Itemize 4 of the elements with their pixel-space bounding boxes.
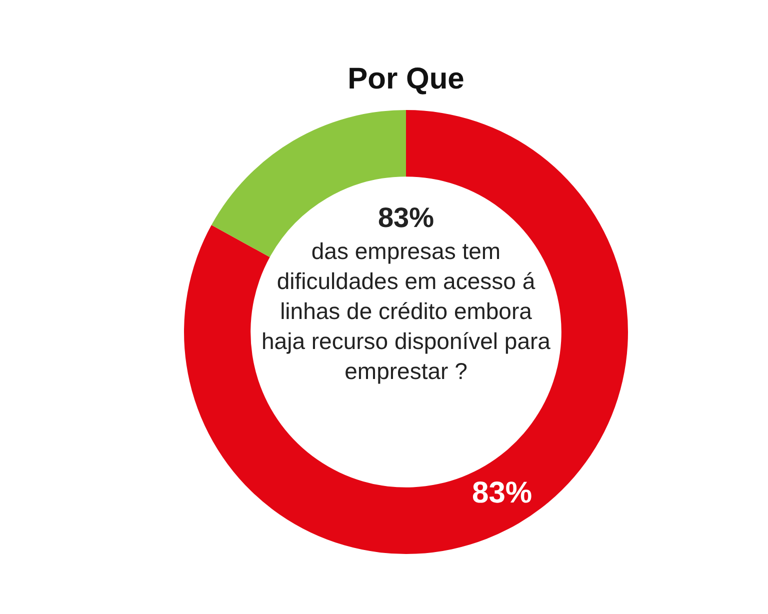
chart-title: Por Que [348, 62, 464, 96]
text: 83% [376, 201, 436, 235]
text: das empresas tem dificuldades em acesso á linhas de crédito embora haja recurso disponível para emprestar ? [260, 237, 552, 386]
data-label: 83% [472, 476, 532, 510]
